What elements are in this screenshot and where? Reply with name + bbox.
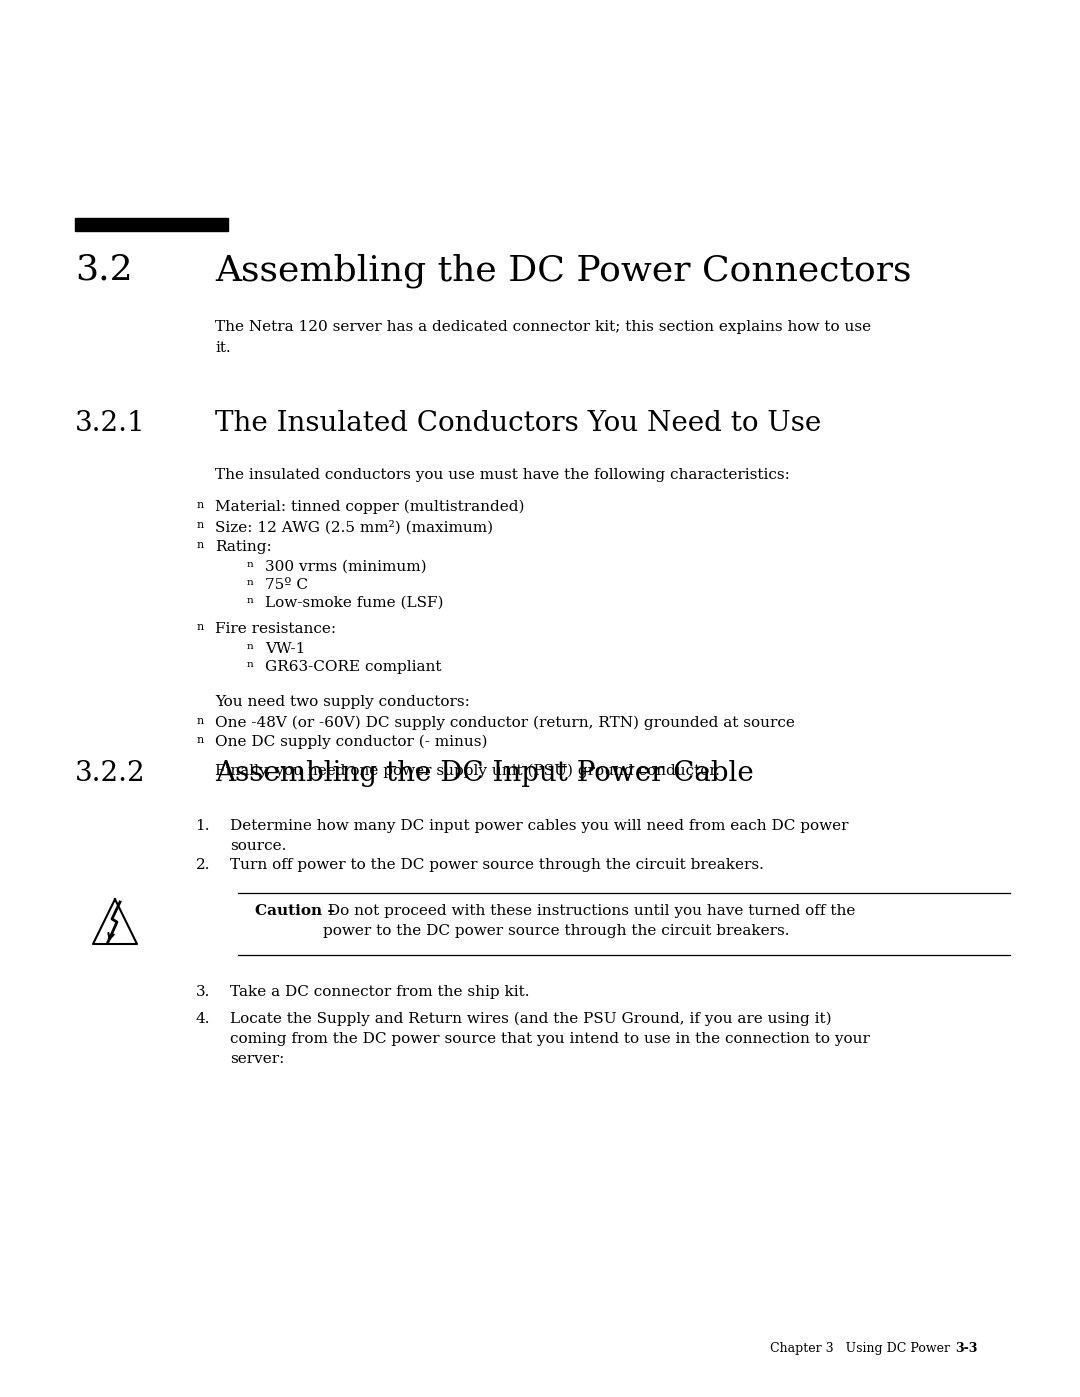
Text: VW-1: VW-1	[265, 643, 306, 657]
Text: One DC supply conductor (- minus): One DC supply conductor (- minus)	[215, 735, 487, 749]
Text: Assembling the DC Input Power Cable: Assembling the DC Input Power Cable	[215, 760, 754, 787]
Text: Turn off power to the DC power source through the circuit breakers.: Turn off power to the DC power source th…	[230, 858, 764, 872]
Text: 1.: 1.	[195, 819, 210, 833]
Text: 75º C: 75º C	[265, 578, 308, 592]
Text: Assembling the DC Power Connectors: Assembling the DC Power Connectors	[215, 253, 912, 288]
Bar	[75, 218, 228, 231]
Text: Caution –: Caution –	[255, 904, 335, 918]
Text: 3.2.2: 3.2.2	[75, 760, 146, 787]
Text: One -48V (or -60V) DC supply conductor (return, RTN) grounded at source: One -48V (or -60V) DC supply conductor (…	[215, 717, 795, 731]
Text: The Insulated Conductors You Need to Use: The Insulated Conductors You Need to Use	[215, 409, 821, 437]
Text: Fire resistance:: Fire resistance:	[215, 622, 336, 636]
Text: Finally, you need one power supply unit (PSU) ground conductor.: Finally, you need one power supply unit …	[215, 764, 720, 778]
Text: 3.2: 3.2	[75, 253, 133, 286]
Text: Rating:: Rating:	[215, 541, 272, 555]
Text: 4.: 4.	[195, 1011, 210, 1025]
Text: You need two supply conductors:: You need two supply conductors:	[215, 694, 470, 710]
Text: The Netra 120 server has a dedicated connector kit; this section explains how to: The Netra 120 server has a dedicated con…	[215, 320, 872, 355]
Text: Determine how many DC input power cables you will need from each DC power
source: Determine how many DC input power cables…	[230, 819, 849, 854]
Text: 3.2.1: 3.2.1	[75, 409, 146, 437]
Text: n: n	[197, 500, 204, 510]
Text: n: n	[197, 735, 204, 745]
Text: n: n	[247, 659, 254, 669]
Text: n: n	[247, 578, 254, 587]
Text: n: n	[247, 560, 254, 569]
Text: 300 vrms (minimum): 300 vrms (minimum)	[265, 560, 427, 574]
Text: Locate the Supply and Return wires (and the PSU Ground, if you are using it)
com: Locate the Supply and Return wires (and …	[230, 1011, 869, 1066]
Text: GR63-CORE compliant: GR63-CORE compliant	[265, 659, 442, 673]
Text: Do not proceed with these instructions until you have turned off the
power to th: Do not proceed with these instructions u…	[323, 904, 855, 937]
Text: n: n	[197, 541, 204, 550]
Text: Size: 12 AWG (2.5 mm²) (maximum): Size: 12 AWG (2.5 mm²) (maximum)	[215, 520, 494, 534]
Text: Low-smoke fume (LSF): Low-smoke fume (LSF)	[265, 597, 444, 610]
Text: 3-3: 3-3	[955, 1343, 977, 1355]
Text: Take a DC connector from the ship kit.: Take a DC connector from the ship kit.	[230, 985, 529, 999]
Text: n: n	[197, 520, 204, 529]
Text: Material: tinned copper (multistranded): Material: tinned copper (multistranded)	[215, 500, 525, 514]
Text: n: n	[197, 717, 204, 726]
Text: 3.: 3.	[195, 985, 210, 999]
Text: Chapter 3   Using DC Power: Chapter 3 Using DC Power	[770, 1343, 950, 1355]
Text: 2.: 2.	[195, 858, 210, 872]
Text: n: n	[247, 643, 254, 651]
Text: The insulated conductors you use must have the following characteristics:: The insulated conductors you use must ha…	[215, 468, 789, 482]
Text: n: n	[197, 622, 204, 631]
Text: n: n	[247, 597, 254, 605]
